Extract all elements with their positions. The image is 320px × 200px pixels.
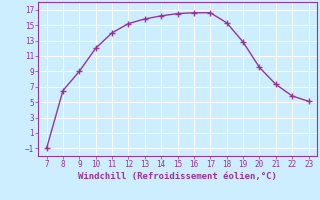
X-axis label: Windchill (Refroidissement éolien,°C): Windchill (Refroidissement éolien,°C) bbox=[78, 172, 277, 181]
